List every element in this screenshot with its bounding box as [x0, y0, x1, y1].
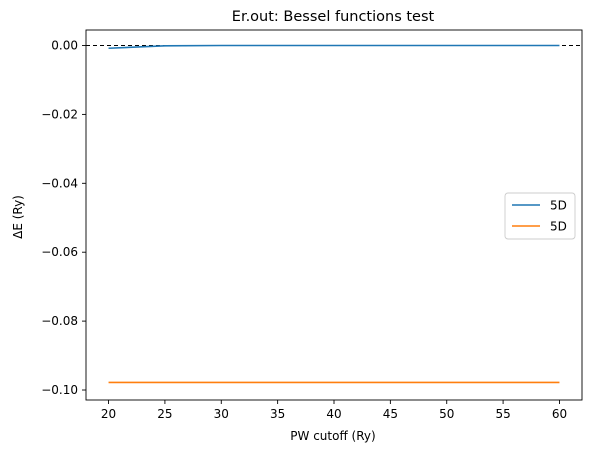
x-tick-label: 55 [495, 407, 510, 421]
legend-label-1: 5D [550, 199, 567, 213]
y-tick-label: −0.02 [41, 107, 78, 121]
y-tick-label: −0.08 [41, 314, 78, 328]
series-line-1 [108, 44, 560, 50]
legend: 5D 5D [504, 192, 576, 240]
x-axis-label: PW cutoff (Ry) [290, 429, 375, 443]
x-tick-label: 30 [214, 407, 229, 421]
axis-ticks: 20 25 30 35 40 45 50 55 60 0.00 −0.02 −0.04 −0.06 −0.… [41, 39, 567, 421]
legend-label-2: 5D [550, 220, 567, 234]
x-tick-label: 25 [157, 407, 172, 421]
x-tick-label: 50 [439, 407, 454, 421]
y-tick-label: 0.00 [51, 39, 78, 53]
axes-border [85, 29, 583, 401]
y-tick-label: −0.04 [41, 176, 78, 190]
y-tick-label: −0.06 [41, 245, 78, 259]
axes-frame [85, 29, 583, 401]
chart-title: Er.out: Bessel functions test [232, 9, 435, 25]
x-tick-label: 35 [270, 407, 285, 421]
x-tick-label: 45 [383, 407, 398, 421]
x-tick-label: 20 [101, 407, 116, 421]
x-tick-label: 60 [552, 407, 567, 421]
plot-area [86, 44, 582, 384]
y-tick-label: −0.10 [41, 383, 78, 397]
y-axis-label: ΔE (Ry) [11, 195, 25, 239]
x-tick-label: 40 [326, 407, 341, 421]
